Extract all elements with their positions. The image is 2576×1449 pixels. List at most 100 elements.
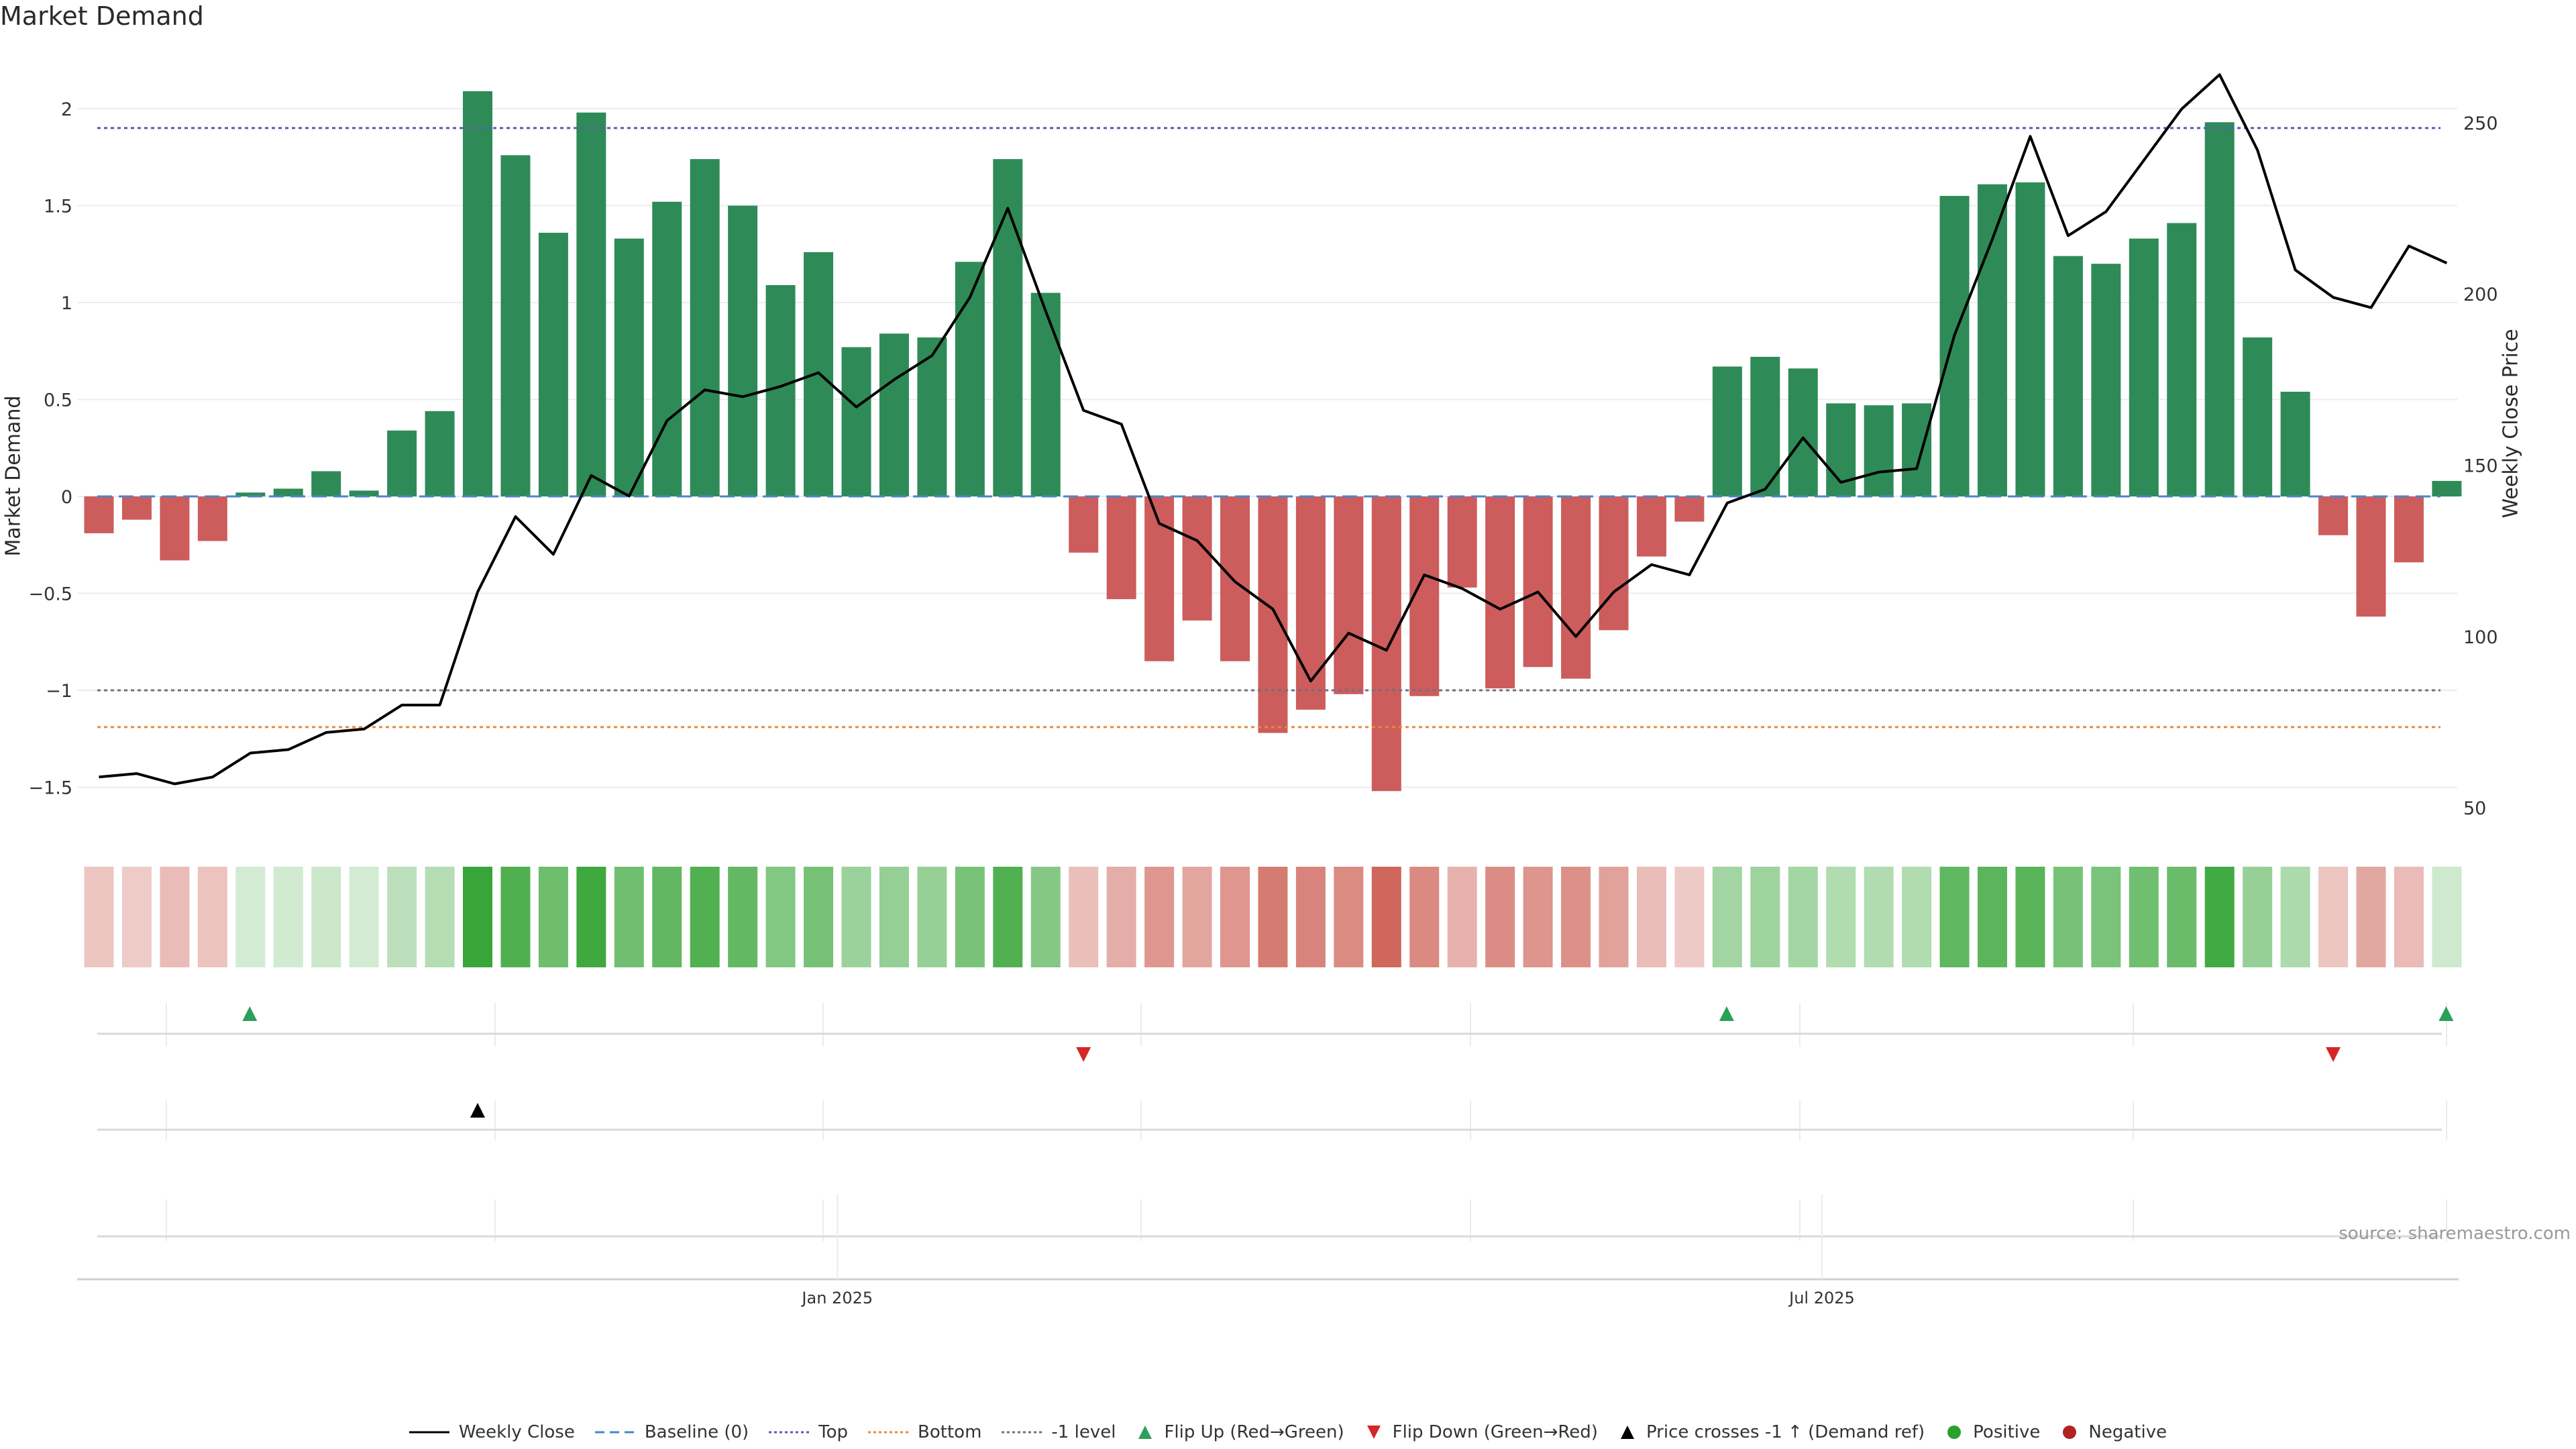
heat-cell [1295, 867, 1326, 967]
heat-cell [614, 867, 644, 967]
reference-lines [97, 127, 2440, 729]
dotted-line-icon [868, 1431, 909, 1434]
heat-cell [2167, 867, 2197, 967]
left-tick-label: −1.5 [28, 778, 72, 799]
heat-cell [690, 867, 720, 967]
positive-bar [425, 411, 455, 496]
heat-cell [879, 867, 909, 967]
legend-item-baseline: Baseline (0) [594, 1422, 749, 1442]
legend-item-minus-one: -1 level [1002, 1422, 1116, 1442]
legend-label: Flip Down (Green→Red) [1392, 1422, 1598, 1442]
heat-cell [1826, 867, 1856, 967]
legend-label: Baseline (0) [644, 1422, 749, 1442]
positive-bar [2015, 182, 2045, 496]
negative-bar [1485, 496, 1515, 689]
heat-cell [197, 867, 227, 967]
triangle-down-icon [1366, 1426, 1381, 1439]
positive-bar [765, 284, 796, 496]
positive-bar [955, 262, 985, 496]
heat-cell [1258, 867, 1288, 967]
legend-label: Flip Up (Red→Green) [1164, 1422, 1344, 1442]
negative-bar [1636, 496, 1666, 557]
legend-item-top: Top [769, 1422, 848, 1442]
positive-bar [2280, 391, 2310, 496]
heat-cell [538, 867, 568, 967]
heat-cell [2394, 867, 2424, 967]
heat-cell [1030, 867, 1061, 967]
x-axis: Jan 2025 Jul 2025 [77, 1194, 2459, 1307]
positive-bar [2091, 264, 2121, 496]
heat-cell [121, 867, 152, 967]
negative-bar [1258, 496, 1288, 733]
heat-cell [2053, 867, 2083, 967]
heat-cell [500, 867, 531, 967]
negative-bar [160, 496, 190, 561]
negative-bar [1599, 496, 1629, 631]
heat-cell [1371, 867, 1401, 967]
heat-cell [1864, 867, 1894, 967]
positive-bar [311, 471, 341, 496]
triangle-up-icon [1620, 1426, 1634, 1439]
positive-bar [2167, 223, 2197, 496]
positive-bar [1864, 405, 1894, 496]
left-tick-label: 1.5 [44, 197, 72, 217]
heat-cell [84, 867, 114, 967]
solid-line-icon [409, 1431, 449, 1434]
heat-cell [1334, 867, 1364, 967]
right-tick-label: 100 [2463, 627, 2498, 648]
positive-bar [2243, 337, 2273, 496]
heat-cell [1978, 867, 2007, 967]
heat-cell [1523, 867, 1553, 967]
heat-cell [1069, 867, 1099, 967]
heat-cell [1144, 867, 1175, 967]
flip-up-marker [242, 1006, 258, 1021]
source-note: source: sharemaestro.com [2339, 1224, 2571, 1244]
positive-bar [614, 238, 644, 496]
heat-cell [955, 867, 985, 967]
left-tick-label: −1 [46, 681, 72, 702]
dotted-line-icon [1002, 1431, 1042, 1434]
x-tick-label: Jan 2025 [800, 1289, 873, 1307]
negative-bar [197, 496, 227, 541]
legend-label: Price crosses -1 ↑ (Demand ref) [1646, 1422, 1925, 1442]
positive-bar [2053, 256, 2083, 496]
legend-item-weekly-close: Weekly Close [409, 1422, 575, 1442]
negative-bar [1106, 496, 1136, 600]
negative-bar [84, 496, 114, 533]
demand-heat-strip [84, 867, 2462, 967]
positive-bar [1902, 403, 1932, 496]
positive-bar [387, 430, 417, 496]
positive-bar [993, 159, 1023, 496]
positive-bar [349, 490, 379, 496]
price-cross-marker [470, 1103, 485, 1118]
heat-cell [160, 867, 190, 967]
heat-cell [235, 867, 266, 967]
right-tick-label: 50 [2463, 798, 2486, 819]
positive-bar [2204, 122, 2235, 497]
heat-cell [1409, 867, 1440, 967]
legend-label: Bottom [918, 1422, 982, 1442]
flip-up-marker [2438, 1006, 2454, 1021]
negative-bar [2394, 496, 2424, 563]
legend-label: Negative [2088, 1422, 2167, 1442]
heat-cell [728, 867, 758, 967]
flip-down-marker [2326, 1047, 2341, 1062]
negative-bar [1561, 496, 1591, 679]
heat-cell [1485, 867, 1515, 967]
positive-bar [463, 91, 492, 497]
dashed-line-icon [594, 1431, 635, 1434]
left-tick-label: 2 [61, 99, 72, 120]
heat-cell [1788, 867, 1818, 967]
negative-bar [1334, 496, 1364, 694]
heat-cell [576, 867, 606, 967]
legend: Weekly Close Baseline (0) Top Bottom -1 leve… [0, 1422, 2576, 1442]
negative-bar [2356, 496, 2386, 617]
positive-bar [1712, 366, 1742, 496]
heat-cell [1712, 867, 1742, 967]
positive-bar [273, 488, 303, 496]
triangle-up-icon [1138, 1426, 1152, 1439]
positive-bar [538, 232, 568, 496]
legend-item-price-cross: Price crosses -1 ↑ (Demand ref) [1618, 1422, 1925, 1442]
left-tick-label: 0 [61, 487, 72, 508]
